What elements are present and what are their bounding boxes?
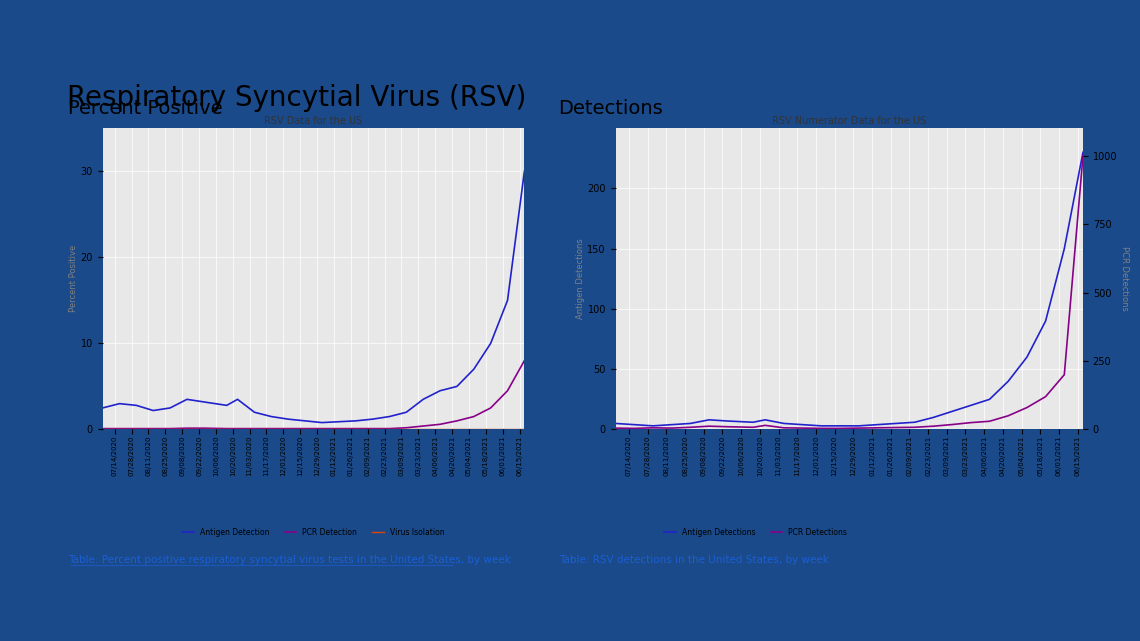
- Title: RSV Data for the US: RSV Data for the US: [264, 116, 363, 126]
- Text: Detections: Detections: [559, 99, 663, 119]
- Y-axis label: Antigen Detections: Antigen Detections: [576, 238, 585, 319]
- Text: Table: RSV detections in the United States, by week: Table: RSV detections in the United Stat…: [559, 555, 829, 565]
- Legend: Antigen Detections, PCR Detections: Antigen Detections, PCR Detections: [661, 525, 850, 540]
- Legend: Antigen Detection, PCR Detection, Virus Isolation: Antigen Detection, PCR Detection, Virus …: [179, 525, 448, 540]
- Y-axis label: Percent Positive: Percent Positive: [68, 246, 78, 312]
- Text: Table: Percent positive respiratory syncytial virus tests in the United States, : Table: Percent positive respiratory sync…: [68, 555, 511, 565]
- Y-axis label: PCR Detections: PCR Detections: [1119, 246, 1129, 312]
- Title: RSV Numerator Data for the US: RSV Numerator Data for the US: [772, 116, 927, 126]
- Text: Respiratory Syncytial Virus (RSV): Respiratory Syncytial Virus (RSV): [66, 85, 526, 112]
- Text: Percent Positive: Percent Positive: [68, 99, 223, 119]
